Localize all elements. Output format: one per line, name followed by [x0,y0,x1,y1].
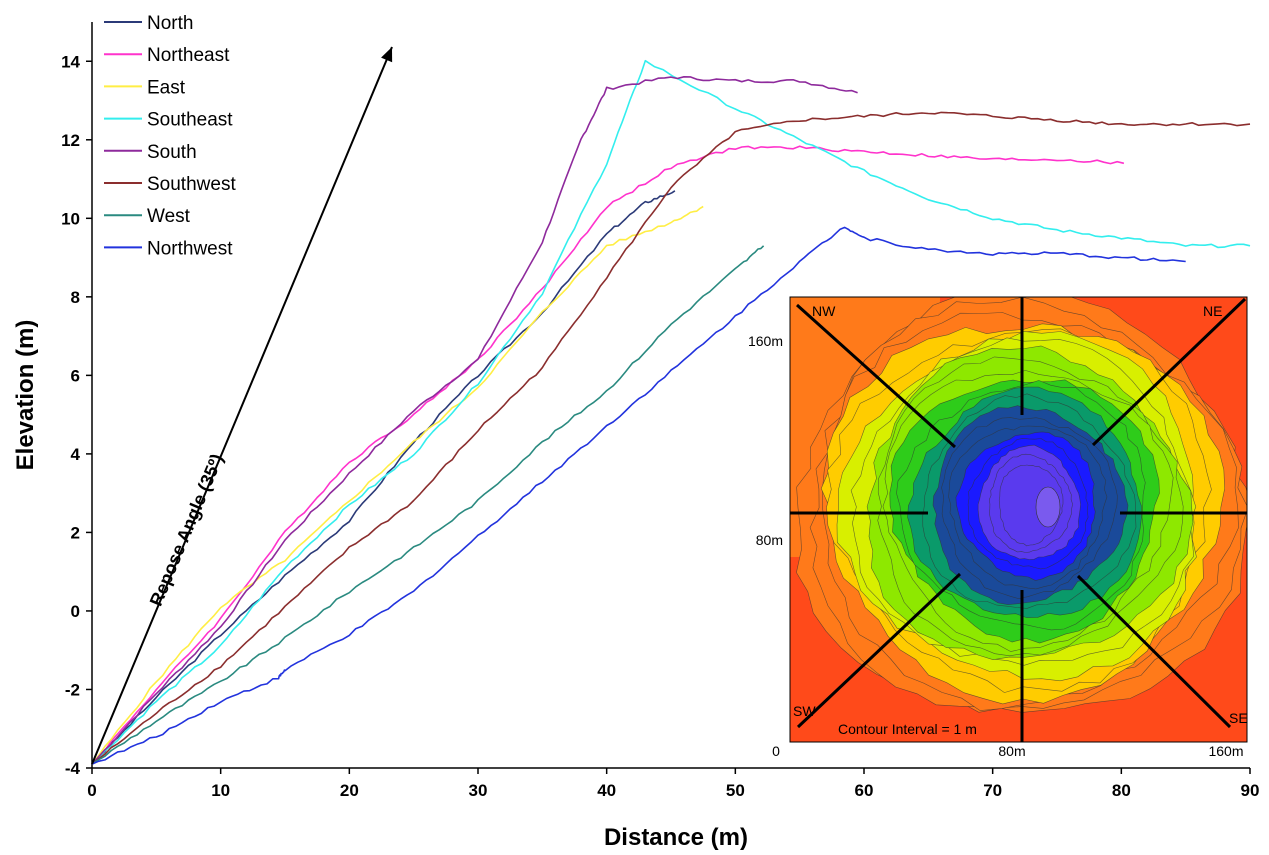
inset-profile-line [1091,297,1247,447]
y-tick-label: 2 [71,523,80,542]
y-tick-label: 0 [71,602,80,621]
legend-label-north: North [147,13,193,34]
series-line-east [91,205,704,765]
series-line-southwest [91,111,1251,765]
series-line-northwest [91,226,1186,765]
inset-label-ne: NE [1203,303,1222,319]
inset-label-sw: SW [793,703,816,719]
x-tick-label: 70 [983,781,1002,800]
legend-label-southwest: Southwest [147,174,236,195]
y-tick-label: 14 [61,52,80,71]
legend-label-south: South [147,142,197,163]
inset-map-body [790,297,1247,742]
chart-axes: -4 -2 0 2 4 6 8 10 12 14 0 10 20 30 40 50 60 70 80 90 Distan… [12,22,1259,851]
inset-y-tick-top: 160m [748,333,783,349]
inset-profile-line [1076,574,1232,729]
inset-crater-floor [1035,486,1061,528]
series-line-west [91,245,765,765]
inset-label-nw: NW [812,303,836,319]
x-tick-label: 90 [1241,781,1260,800]
legend-label-east: East [147,77,186,98]
y-tick-label: -4 [65,759,81,778]
x-tick-label: 60 [855,781,874,800]
y-tick-label: 8 [71,288,80,307]
legend-label-northwest: Northwest [147,238,233,259]
inset-x-tick-origin: 0 [772,743,780,759]
y-tick-label: 10 [61,209,80,228]
series-line-south [91,76,858,765]
inset-frame [789,296,1248,743]
annotation-layer: Repose Angle (35º) [91,46,393,765]
series-line-northeast [91,145,1125,765]
series-line-southeast [91,59,1251,765]
x-tick-label: 10 [211,781,230,800]
inset-x-tick-end: 160m [1208,743,1243,759]
inset-x-tick-mid: 80m [998,743,1025,759]
inset-contour-map: NW NE SW SE Contour Interval = 1 m 160m 80m 0 80… [748,296,1248,759]
y-tick-label: 6 [71,366,80,385]
series-line-north [91,190,676,765]
inset-note: Contour Interval = 1 m [838,721,977,737]
x-tick-label: 30 [469,781,488,800]
y-tick-label: -2 [65,680,80,699]
repose-angle-label: Repose Angle (35º) [146,451,227,609]
legend-label-southeast: Southeast [147,110,233,131]
x-tick-label: 20 [340,781,359,800]
y-axis-title: Elevation (m) [12,320,39,471]
legend: North Northeast East Southeast South Southwes… [104,13,236,259]
series-layer [91,59,1251,765]
repose-angle-arrowhead [381,47,393,63]
y-tick-label: 4 [71,445,81,464]
x-tick-label: 40 [597,781,616,800]
legend-label-northeast: Northeast [147,45,230,66]
inset-profile-line [796,572,962,729]
repose-angle-arrow [91,46,393,765]
inset-label-se: SE [1229,710,1248,726]
x-tick-label: 50 [726,781,745,800]
legend-label-west: West [147,206,191,227]
inset-y-tick-mid: 80m [756,532,783,548]
x-axis-title: Distance (m) [604,824,748,851]
inset-profile-line [795,303,957,449]
y-tick-label: 12 [61,131,80,150]
x-tick-label: 80 [1112,781,1131,800]
x-tick-label: 0 [87,781,96,800]
